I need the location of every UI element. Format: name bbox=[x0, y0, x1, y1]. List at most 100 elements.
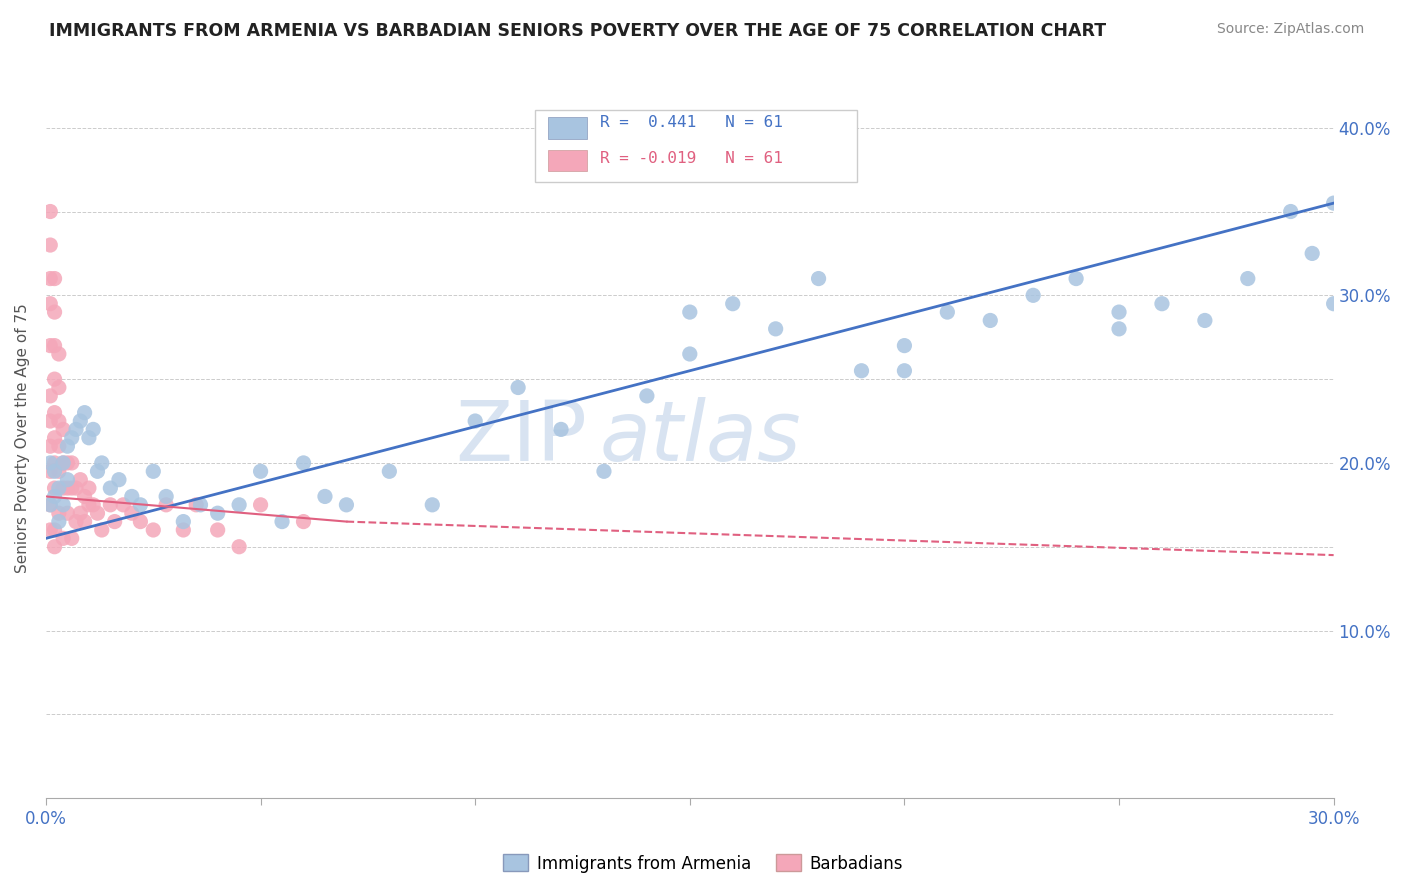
Point bbox=[98, 481, 121, 495]
Point bbox=[807, 271, 830, 285]
Text: R = -0.019   N = 61: R = -0.019 N = 61 bbox=[600, 151, 783, 166]
Point bbox=[1323, 296, 1346, 310]
Point bbox=[39, 523, 62, 537]
Point bbox=[190, 498, 212, 512]
Point bbox=[39, 498, 62, 512]
FancyBboxPatch shape bbox=[548, 117, 586, 138]
Point bbox=[69, 506, 91, 520]
Point bbox=[249, 464, 271, 478]
Point bbox=[77, 498, 100, 512]
Point bbox=[121, 506, 143, 520]
Point bbox=[108, 473, 131, 487]
Point bbox=[77, 431, 100, 445]
Point bbox=[56, 481, 79, 495]
Point bbox=[155, 498, 177, 512]
Point bbox=[65, 481, 87, 495]
Point bbox=[142, 464, 165, 478]
Point bbox=[44, 481, 66, 495]
Point bbox=[593, 464, 616, 478]
Point bbox=[550, 422, 572, 436]
Point bbox=[39, 204, 62, 219]
Point bbox=[936, 305, 959, 319]
Point bbox=[73, 406, 96, 420]
Y-axis label: Seniors Poverty Over the Age of 75: Seniors Poverty Over the Age of 75 bbox=[15, 303, 30, 573]
Point bbox=[39, 389, 62, 403]
Point bbox=[39, 498, 62, 512]
Point bbox=[52, 532, 75, 546]
Point bbox=[186, 498, 208, 512]
Point bbox=[979, 313, 1001, 327]
Point bbox=[249, 498, 271, 512]
Point bbox=[44, 406, 66, 420]
Point bbox=[73, 515, 96, 529]
Legend: Immigrants from Armenia, Barbadians: Immigrants from Armenia, Barbadians bbox=[496, 847, 910, 880]
Point bbox=[39, 296, 62, 310]
Point bbox=[73, 490, 96, 504]
Text: Source: ZipAtlas.com: Source: ZipAtlas.com bbox=[1216, 22, 1364, 37]
Point bbox=[207, 523, 229, 537]
Point bbox=[636, 389, 658, 403]
Text: atlas: atlas bbox=[600, 397, 801, 478]
Point bbox=[44, 456, 66, 470]
Point bbox=[56, 456, 79, 470]
Point bbox=[142, 523, 165, 537]
Point bbox=[1279, 204, 1302, 219]
Point bbox=[228, 540, 250, 554]
Point bbox=[335, 498, 357, 512]
Point bbox=[39, 271, 62, 285]
Point bbox=[52, 456, 75, 470]
Point bbox=[52, 456, 75, 470]
Point bbox=[292, 456, 315, 470]
Point bbox=[48, 481, 70, 495]
Point bbox=[129, 498, 152, 512]
Point bbox=[86, 464, 108, 478]
Point bbox=[86, 506, 108, 520]
Point bbox=[271, 515, 294, 529]
Point bbox=[39, 238, 62, 252]
Point bbox=[44, 271, 66, 285]
Point bbox=[464, 414, 486, 428]
Point bbox=[1194, 313, 1216, 327]
Text: ZIP: ZIP bbox=[456, 397, 586, 478]
Point bbox=[155, 490, 177, 504]
Point bbox=[44, 305, 66, 319]
Point bbox=[314, 490, 336, 504]
Point bbox=[508, 380, 530, 394]
Point bbox=[121, 490, 143, 504]
Point bbox=[82, 498, 104, 512]
Point bbox=[1236, 271, 1258, 285]
Text: IMMIGRANTS FROM ARMENIA VS BARBADIAN SENIORS POVERTY OVER THE AGE OF 75 CORRELAT: IMMIGRANTS FROM ARMENIA VS BARBADIAN SEN… bbox=[49, 22, 1107, 40]
Point bbox=[765, 322, 787, 336]
Point bbox=[48, 506, 70, 520]
Point bbox=[378, 464, 401, 478]
Point bbox=[60, 431, 83, 445]
Point bbox=[69, 473, 91, 487]
Point bbox=[420, 498, 443, 512]
Point bbox=[48, 464, 70, 478]
Point bbox=[90, 456, 112, 470]
Point bbox=[48, 439, 70, 453]
Point bbox=[44, 338, 66, 352]
Point bbox=[69, 414, 91, 428]
Point bbox=[39, 338, 62, 352]
Point bbox=[44, 431, 66, 445]
Point bbox=[65, 422, 87, 436]
Point bbox=[98, 498, 121, 512]
Point bbox=[90, 523, 112, 537]
Point bbox=[104, 515, 127, 529]
Point bbox=[56, 506, 79, 520]
Point bbox=[52, 481, 75, 495]
Point bbox=[60, 456, 83, 470]
Point bbox=[292, 515, 315, 529]
Point bbox=[172, 515, 194, 529]
Point bbox=[39, 456, 62, 470]
Point bbox=[44, 464, 66, 478]
Point bbox=[82, 422, 104, 436]
Point bbox=[39, 464, 62, 478]
Point bbox=[1150, 296, 1173, 310]
Point bbox=[77, 481, 100, 495]
Point bbox=[48, 347, 70, 361]
Point bbox=[56, 439, 79, 453]
Text: R =  0.441   N = 61: R = 0.441 N = 61 bbox=[600, 115, 783, 130]
Point bbox=[39, 439, 62, 453]
